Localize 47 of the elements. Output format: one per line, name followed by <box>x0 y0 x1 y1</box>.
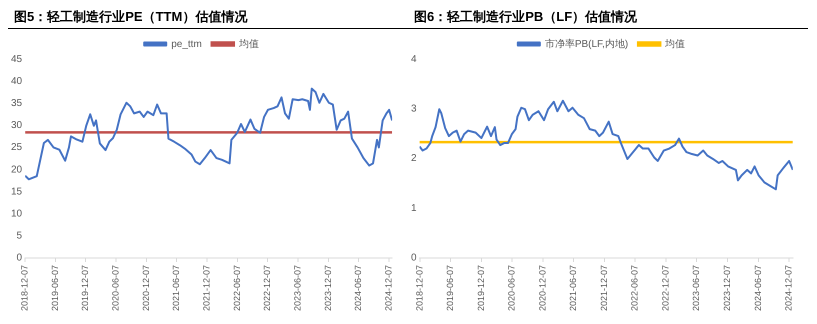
legend-label: 均值 <box>238 38 259 50</box>
x-tick-label: 2024-06-07 <box>752 264 763 312</box>
y-tick-label: 4 <box>411 54 417 65</box>
y-tick-label: 3 <box>411 103 417 114</box>
y-tick-label: 10 <box>11 208 23 220</box>
x-tick-label: 2021-06-07 <box>171 264 182 312</box>
y-tick-label: 5 <box>16 230 23 242</box>
legend-label: 市净率PB(LF,内地) <box>544 38 628 50</box>
x-tick-label: 2018-12-07 <box>20 264 30 312</box>
x-tick-label: 2019-12-07 <box>80 264 90 312</box>
x-tick-label: 2023-06-07 <box>292 264 302 312</box>
x-tick-label: 2024-12-07 <box>384 264 394 312</box>
x-tick-label: 2022-12-07 <box>660 264 670 312</box>
y-tick-label: 0 <box>411 252 417 264</box>
x-tick-label: 2020-06-07 <box>110 264 121 312</box>
chart-title: 图5：轻工制造行业PE（TTM）估值情况 <box>8 8 408 29</box>
y-tick-label: 2 <box>411 153 417 164</box>
y-tick-label: 1 <box>411 202 417 214</box>
x-tick-label: 2018-12-07 <box>414 264 424 312</box>
x-tick-label: 2019-12-07 <box>476 264 486 312</box>
y-tick-label: 15 <box>11 186 23 198</box>
x-tick-label: 2024-06-07 <box>353 264 364 312</box>
x-tick-label: 2022-12-07 <box>262 264 272 312</box>
x-tick-label: 2022-06-07 <box>630 264 640 312</box>
legend-label: 均值 <box>664 38 686 50</box>
y-tick-label: 0 <box>16 252 23 264</box>
y-tick-label: 35 <box>11 98 23 109</box>
x-tick-label: 2023-12-07 <box>722 264 732 312</box>
y-tick-label: 45 <box>11 54 23 65</box>
chart-title: 图6：轻工制造行业PB（LF）估值情况 <box>408 8 808 29</box>
x-tick-label: 2021-12-07 <box>202 264 212 312</box>
x-tick-label: 2021-06-07 <box>568 264 578 312</box>
legend-label: pe_ttm <box>171 38 202 50</box>
x-tick-label: 2020-12-07 <box>141 264 151 312</box>
y-tick-label: 20 <box>11 164 23 176</box>
y-tick-label: 25 <box>11 142 23 154</box>
x-tick-label: 2020-12-07 <box>538 264 548 312</box>
x-tick-label: 2023-12-07 <box>322 264 333 312</box>
y-tick-label: 40 <box>11 76 23 87</box>
x-tick-label: 2020-06-07 <box>506 264 517 312</box>
x-tick-label: 2019-06-07 <box>445 264 456 312</box>
y-tick-label: 30 <box>11 120 23 132</box>
x-tick-label: 2024-12-07 <box>784 264 794 312</box>
x-tick-label: 2023-06-07 <box>691 264 702 312</box>
x-tick-label: 2022-06-07 <box>232 264 242 312</box>
x-tick-label: 2021-12-07 <box>598 264 609 312</box>
x-tick-label: 2019-06-07 <box>50 264 60 312</box>
